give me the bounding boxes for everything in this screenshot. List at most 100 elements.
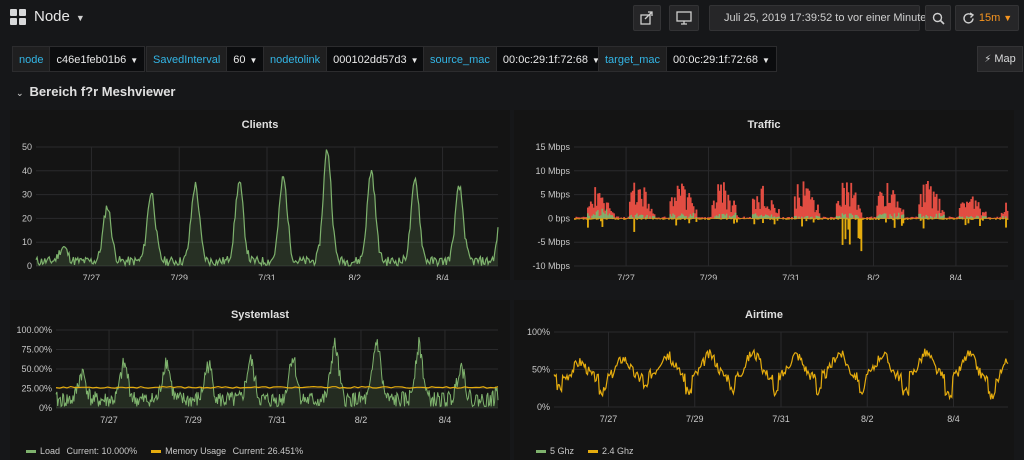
traffic-rx-bar — [657, 217, 660, 219]
traffic-rx-bar — [919, 193, 922, 219]
traffic-rx-bar — [743, 216, 746, 219]
traffic-green-bar — [961, 216, 964, 219]
traffic-tx-bar — [913, 218, 916, 219]
traffic-rx-bar — [734, 204, 737, 219]
traffic-tx-bar — [876, 218, 879, 220]
traffic-tx-bar — [764, 218, 767, 219]
traffic-tx-bar — [608, 218, 611, 219]
traffic-rx-bar — [887, 202, 890, 219]
traffic-green-bar — [837, 216, 840, 219]
traffic-green-bar — [776, 217, 779, 219]
traffic-tx-bar — [663, 218, 666, 220]
traffic-tx-bar — [720, 218, 722, 220]
traffic-green-bar — [941, 215, 944, 219]
traffic-green-bar — [756, 215, 759, 219]
traffic-green-bar — [692, 212, 695, 219]
panel-title[interactable]: Traffic — [747, 119, 781, 131]
traffic-rx-bar — [746, 217, 748, 219]
traffic-rx-bar — [600, 197, 602, 219]
traffic-rx-bar — [993, 217, 996, 219]
time-range-picker[interactable]: Juli 25, 2019 17:39:52 to vor einer Minu… — [709, 5, 926, 31]
traffic-rx-bar — [986, 217, 989, 219]
traffic-tx-bar — [757, 218, 760, 220]
traffic-tx-bar — [848, 218, 851, 245]
variable-select[interactable]: c46e1feb01b6 ▼ — [50, 46, 146, 72]
traffic-rx-bar — [607, 202, 610, 219]
traffic-rx-bar — [588, 206, 591, 219]
variable-select[interactable]: 00:0c:29:1f:72:68 ▼ — [667, 46, 777, 72]
traffic-rx-bar — [791, 216, 793, 219]
traffic-tx-bar — [649, 218, 652, 219]
traffic-tx-bar — [644, 218, 647, 220]
legend-item-memory[interactable]: Memory Usage Current: 26.451% — [151, 446, 303, 456]
traffic-green-bar — [922, 215, 925, 219]
traffic-rx-bar — [626, 218, 628, 219]
traffic-rx-bar — [851, 198, 854, 219]
traffic-tx-bar — [692, 218, 695, 219]
y-tick-label: 0% — [537, 402, 550, 412]
airtime-24ghz-line — [553, 348, 1009, 401]
traffic-tx-bar — [604, 218, 607, 220]
traffic-tx-bar — [809, 218, 812, 220]
legend-item-24ghz[interactable]: 2.4 Ghz — [588, 446, 634, 456]
traffic-tx-bar — [578, 218, 581, 220]
traffic-rx-bar — [838, 205, 841, 219]
variable-select[interactable]: 00:0c:29:1f:72:68 ▼ — [496, 46, 607, 72]
panel-title[interactable]: Systemlast — [230, 309, 290, 321]
dashboard-grid-icon[interactable] — [10, 9, 26, 25]
traffic-rx-bar — [948, 216, 951, 219]
traffic-chart: 15 Mbps 10 Mbps 5 Mbps 0 bps -5 Mbps -10 Mbps… — [532, 142, 1009, 280]
traffic-tx-bar — [798, 218, 801, 219]
traffic-rx-bar — [996, 216, 999, 219]
traffic-rx-bar — [864, 218, 867, 219]
variable-value: 000102dd57d3 — [333, 54, 407, 66]
zoom-out-button[interactable] — [925, 5, 951, 31]
legend-item-load[interactable]: Load Current: 10.000% — [26, 446, 137, 456]
traffic-rx-bar — [821, 217, 824, 219]
traffic-tx-bar — [597, 218, 599, 220]
traffic-green-bar — [934, 216, 937, 219]
x-tick-label: 8/2 — [349, 273, 362, 280]
traffic-rx-bar — [832, 217, 835, 219]
traffic-green-bar — [898, 212, 900, 219]
traffic-tx-bar — [626, 218, 628, 219]
traffic-rx-bar — [692, 206, 695, 219]
panel-title[interactable]: Clients — [241, 119, 279, 131]
airtime-chart: 0% 50% 100% 7/27 7/29 7/31 8/2 8/4 — [527, 327, 1009, 424]
panel-title[interactable]: Airtime — [745, 309, 783, 321]
traffic-rx-bar — [589, 201, 592, 219]
traffic-rx-bar — [811, 197, 814, 219]
traffic-rx-bar — [857, 204, 860, 219]
tv-mode-button[interactable] — [669, 5, 699, 31]
traffic-tx-bar — [582, 218, 585, 220]
traffic-tx-bar — [906, 218, 909, 220]
dashboard-title-picker[interactable]: Node ▼ — [34, 8, 85, 25]
traffic-rx-bar — [694, 213, 696, 219]
traffic-tx-bar — [656, 218, 659, 220]
legend-item-5ghz[interactable]: 5 Ghz — [536, 446, 574, 456]
traffic-rx-bar — [999, 216, 1002, 219]
share-button[interactable] — [633, 5, 661, 31]
traffic-tx-bar — [1000, 218, 1003, 219]
traffic-rx-bar — [931, 208, 934, 219]
traffic-tx-bar — [691, 218, 694, 219]
traffic-tx-bar — [611, 218, 614, 220]
row-header[interactable]: ⌄ Bereich f?r Meshviewer — [16, 84, 176, 99]
traffic-tx-bar — [723, 218, 725, 220]
legend-swatch — [536, 450, 546, 454]
map-link-button[interactable]: ⚡ Map — [977, 46, 1023, 72]
traffic-rx-bar — [708, 217, 711, 219]
refresh-picker[interactable]: 15m ▼ — [955, 5, 1019, 31]
traffic-rx-bar — [613, 213, 615, 219]
traffic-rx-bar — [792, 217, 795, 219]
variable-select[interactable]: 60 ▼ — [227, 46, 265, 72]
traffic-green-bar — [815, 215, 818, 219]
variable-select[interactable]: 000102dd57d3 ▼ — [327, 46, 426, 72]
traffic-rx-bar — [727, 194, 730, 219]
load-area — [56, 337, 498, 408]
traffic-tx-bar — [880, 218, 883, 219]
y-tick-label: -5 Mbps — [537, 237, 570, 247]
traffic-rx-bar — [779, 217, 782, 219]
traffic-tx-bar — [844, 218, 847, 240]
y-tick-label: 10 Mbps — [535, 166, 570, 176]
